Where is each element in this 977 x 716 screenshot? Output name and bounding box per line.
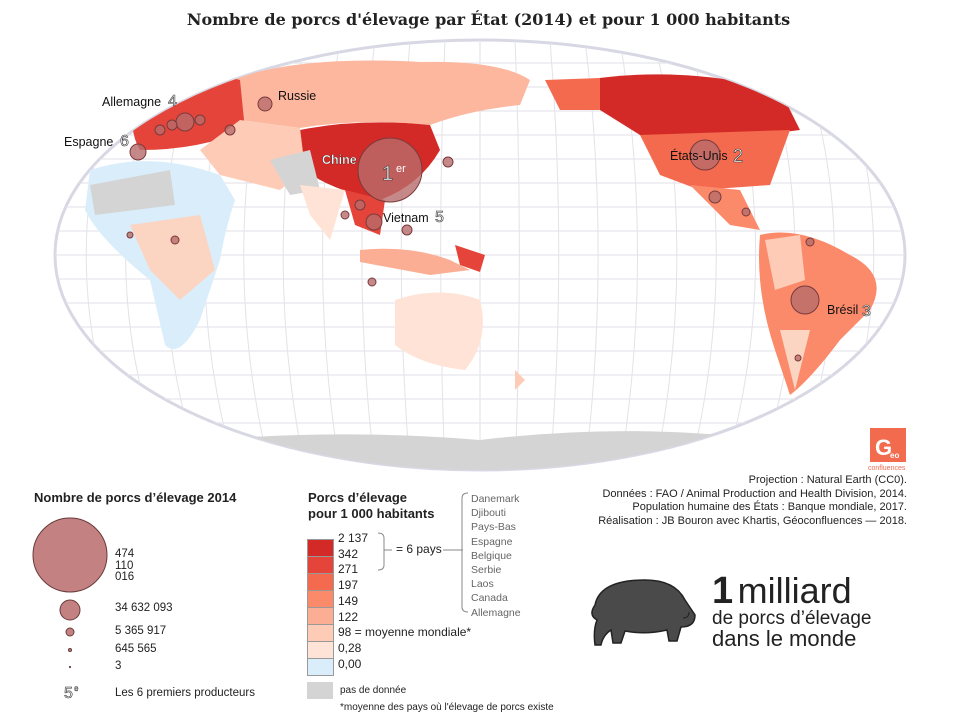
- label-espagne: Espagne: [64, 135, 113, 149]
- country-papua: [455, 245, 485, 272]
- proportional-circles: [126, 96, 820, 362]
- size-legend-symbols: 5 e: [32, 517, 108, 702]
- svg-text:G: G: [875, 435, 892, 460]
- color-legend-title: Porcs d’élevage pour 1 000 habitants: [308, 490, 435, 521]
- circle-spain: [129, 143, 147, 161]
- pig-icon: [591, 579, 696, 646]
- country-russia: [230, 60, 530, 128]
- svg-text:e: e: [74, 684, 79, 693]
- size-legend-title: Nombre de porcs d’élevage 2014: [34, 490, 237, 505]
- svg-text:er: er: [396, 163, 406, 175]
- color-swatch: [307, 625, 334, 642]
- country-mexico: [690, 185, 760, 230]
- region-central-africa: [130, 215, 215, 300]
- color-swatches: [307, 539, 334, 676]
- region-middle-east: [270, 150, 320, 195]
- world-map: Allemagne 4 Espagne 6 Russie Chine 1 er …: [53, 38, 907, 472]
- circle-usa: [689, 139, 721, 171]
- svg-text:eo: eo: [890, 451, 899, 460]
- circle-germany: [175, 112, 195, 132]
- country-argentina: [780, 330, 810, 390]
- svg-text:3: 3: [862, 303, 871, 320]
- svg-text:4: 4: [168, 93, 177, 110]
- top-countries-list: Danemark Djibouti Pays-Bas Espagne Belgique…: [471, 493, 521, 619]
- circle-russia: [257, 96, 273, 112]
- svg-text:5: 5: [435, 209, 444, 226]
- sources: Projection : Natural Earth (CC0). Données…: [598, 474, 907, 527]
- country-australia: [395, 292, 483, 370]
- color-swatch: [307, 642, 334, 659]
- circle-vietnam: [365, 213, 383, 231]
- svg-text:2: 2: [733, 146, 743, 166]
- color-swatch: [307, 591, 334, 608]
- headline: 1 milliard de porcs d’élevage dans le mo…: [712, 570, 872, 651]
- region-andes: [765, 235, 805, 290]
- label-vietnam: Vietnam: [383, 211, 429, 225]
- group-bracket: [377, 492, 469, 613]
- country-canada: [585, 74, 800, 140]
- color-swatch: [307, 540, 334, 557]
- color-swatch: [307, 659, 334, 676]
- label-usa: États-Unis: [670, 148, 728, 163]
- svg-text:confluences: confluences: [868, 465, 906, 472]
- color-swatch: [307, 608, 334, 625]
- country-new-zealand: [515, 370, 525, 390]
- color-swatch: [307, 557, 334, 574]
- geoconfluences-logo: G eo confluences: [868, 428, 906, 472]
- label-allemagne: Allemagne: [102, 95, 161, 109]
- label-chine: Chine: [322, 153, 357, 167]
- color-swatch: [307, 574, 334, 591]
- region-indonesia: [360, 248, 470, 275]
- color-breaks: 2 137 342 271 197 149 122 98 = moyenne mondi…: [338, 531, 472, 671]
- greenland: [720, 48, 840, 80]
- country-india: [300, 185, 345, 240]
- footnote: *moyenne des pays où l'élevage de porcs …: [340, 702, 554, 713]
- svg-text:5: 5: [64, 685, 73, 702]
- circle-china: [357, 137, 423, 203]
- group-label: = 6 pays: [396, 542, 442, 556]
- circle-brazil: [790, 285, 820, 315]
- no-data-swatch: [307, 682, 333, 699]
- no-data-label: pas de donnée: [340, 685, 407, 696]
- svg-text:1: 1: [382, 163, 393, 185]
- region-sahara: [90, 170, 175, 215]
- svg-text:6: 6: [120, 133, 129, 150]
- map-labels: Allemagne 4 Espagne 6 Russie Chine 1 er …: [64, 89, 871, 320]
- map-title: Nombre de porcs d'élevage par État (2014…: [186, 10, 791, 29]
- label-russie: Russie: [278, 89, 316, 103]
- label-bresil: Brésil: [827, 303, 858, 317]
- alaska: [545, 78, 600, 110]
